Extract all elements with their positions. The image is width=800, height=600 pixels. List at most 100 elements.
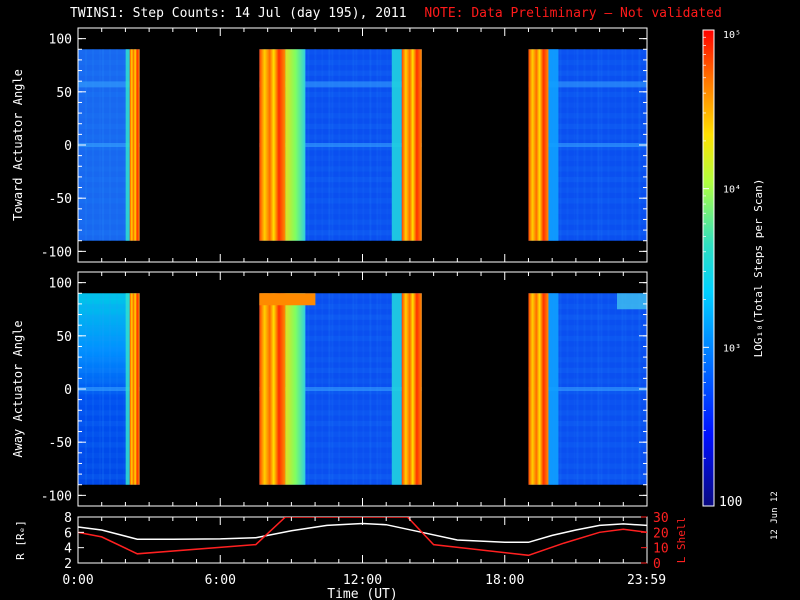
texture-band (259, 463, 422, 469)
hot-stripe (401, 49, 422, 241)
y-axis-label: Toward Actuator Angle (11, 69, 25, 221)
left-axis-label: R [Rₑ] (14, 520, 27, 560)
texture-band (528, 113, 647, 119)
left-y-tick-label: 8 (64, 511, 72, 526)
x-tick-label: 12:00 (343, 573, 382, 588)
texture-band (78, 452, 140, 459)
texture-band (78, 102, 140, 108)
texture-band (78, 198, 140, 204)
heatmap-panel-1: 100 50 0 -50 -100 Toward Actuator Angle (11, 27, 648, 263)
x-tick-label: 0:00 (62, 573, 93, 588)
texture-band (78, 463, 140, 469)
preliminary-note: NOTE: Data Preliminary — Not validated (424, 6, 722, 21)
texture-band (78, 91, 140, 98)
texture-band (528, 463, 647, 469)
x-axis-label: Time (UT) (327, 587, 397, 600)
texture-band (528, 378, 647, 384)
right-y-tick-label: 10 (653, 542, 669, 557)
date-stamp: 12 Jun 12 (770, 491, 780, 540)
texture-band (528, 59, 647, 66)
texture-band (259, 442, 422, 448)
texture-band (528, 123, 647, 130)
texture-band (528, 431, 647, 437)
texture-band (78, 155, 140, 161)
bright-corner (617, 293, 647, 310)
texture-band (528, 452, 647, 459)
y-tick-label: 0 (64, 383, 72, 398)
texture-band (528, 474, 647, 480)
y-tick-label: 100 (49, 33, 72, 48)
texture-band (528, 198, 647, 204)
texture-band (528, 219, 647, 225)
hot-stripe (259, 49, 286, 241)
band-57 (259, 81, 422, 88)
texture-band (259, 346, 422, 352)
texture-band (528, 155, 647, 161)
texture-band (528, 442, 647, 448)
colorbar-tick-label: 10⁴ (723, 185, 741, 196)
y-tick-label: -50 (49, 192, 72, 207)
left-y-tick-label: 2 (64, 557, 72, 572)
texture-band (528, 134, 647, 140)
y-tick-label: 100 (49, 277, 72, 292)
texture-band (78, 219, 140, 225)
texture-band (528, 303, 647, 310)
texture-band (259, 102, 422, 108)
data-block (259, 293, 422, 485)
y-tick-label: -100 (41, 245, 72, 260)
colorbar-tick-label: 100 (719, 495, 742, 510)
y-axis-label: Away Actuator Angle (11, 320, 25, 457)
texture-band (528, 208, 647, 215)
texture-band (259, 474, 422, 480)
texture-band (528, 367, 647, 374)
right-axis-label: L Shell (675, 517, 688, 563)
edge-stripe (391, 293, 402, 485)
colorbar: 10⁵ 10⁴ 10³ 100 LOG₁₀(Total Steps per Scan) (702, 29, 765, 510)
texture-band (528, 335, 647, 342)
texture-band (259, 70, 422, 76)
texture-band (528, 293, 647, 299)
texture-band (78, 145, 140, 151)
texture-band (528, 145, 647, 151)
data-block (78, 293, 140, 485)
texture-band (528, 166, 647, 172)
texture-band (78, 59, 140, 66)
zero-band (528, 143, 647, 147)
edge-stripe (548, 293, 559, 485)
colorbar-label: LOG₁₀(Total Steps per Scan) (752, 179, 765, 358)
x-tick-label: 6:00 (205, 573, 236, 588)
title-text: TWINS1: Step Counts: 14 Jul (day 195), 2… (70, 6, 407, 21)
hot-stripe (259, 293, 286, 485)
texture-band (528, 91, 647, 98)
texture-band (78, 378, 140, 384)
hot-stripe (129, 293, 140, 485)
texture-band (78, 357, 140, 363)
y-tick-label: 50 (56, 86, 72, 101)
texture-band (78, 123, 140, 130)
texture-band (78, 187, 140, 193)
texture-band (528, 70, 647, 76)
right-y-tick-label: 20 (653, 526, 669, 541)
zero-band (78, 387, 140, 391)
r-series-line (78, 522, 647, 544)
texture-band (259, 293, 422, 299)
texture-band (259, 219, 422, 225)
x-tick-label: 18:00 (485, 573, 524, 588)
texture-band (259, 420, 422, 427)
zero-band (259, 387, 422, 391)
texture-band (528, 410, 647, 416)
texture-band (78, 70, 140, 76)
texture-band (78, 303, 140, 310)
texture-band (78, 314, 140, 320)
texture-band (259, 335, 422, 342)
texture-band (528, 49, 647, 55)
texture-band (259, 389, 422, 395)
x-tick-label: 23:59 (627, 573, 666, 588)
texture-band (259, 357, 422, 363)
texture-band (528, 389, 647, 395)
texture-band (259, 410, 422, 416)
texture-band (78, 431, 140, 437)
hot-stripe (129, 49, 140, 241)
